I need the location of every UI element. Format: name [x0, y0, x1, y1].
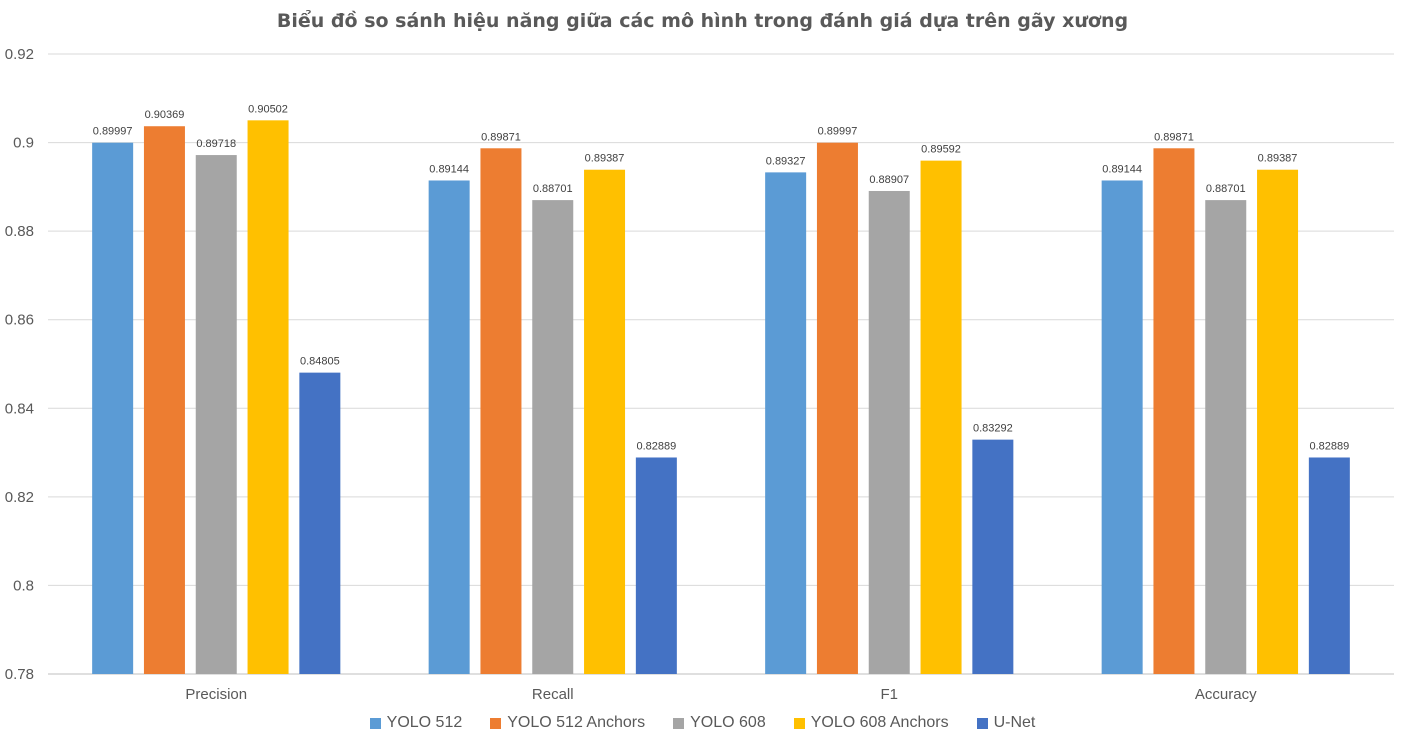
data-label: 0.88701: [533, 183, 573, 195]
legend-swatch: [369, 717, 381, 729]
data-label: 0.89871: [481, 131, 521, 143]
data-label: 0.89387: [585, 153, 625, 165]
bar: [428, 180, 470, 675]
y-tick-label: 0.9: [13, 135, 34, 152]
data-label: 0.88701: [1206, 183, 1246, 195]
data-label: 0.89592: [921, 144, 961, 156]
x-axis-ticks: Precision Recall F1 Accuracy: [185, 686, 1257, 703]
data-label: 0.89327: [766, 155, 806, 167]
legend-item: YOLO 512 Anchors: [490, 714, 645, 732]
data-label: 0.89871: [1154, 131, 1194, 143]
x-tick-label: Accuracy: [1195, 686, 1257, 703]
bar: [868, 190, 910, 674]
legend-item: U-Net: [976, 714, 1036, 732]
bar: [532, 200, 574, 674]
data-label: 0.83292: [973, 423, 1013, 435]
data-label: 0.84805: [300, 356, 340, 368]
data-label: 0.89144: [1102, 163, 1142, 175]
bar: [143, 126, 185, 675]
legend-item: YOLO 608 Anchors: [793, 714, 949, 732]
data-label: 0.90502: [248, 103, 288, 115]
x-tick-label: F1: [880, 686, 898, 703]
data-label: 0.82889: [636, 440, 676, 452]
data-label: 0.89387: [1258, 153, 1298, 165]
bar: [195, 155, 237, 674]
legend-swatch: [976, 717, 988, 729]
data-label: 0.82889: [1309, 440, 1349, 452]
data-labels: 0.89997 0.90369 0.89718 0.90502 0.84805 0.891…: [93, 103, 1349, 452]
bar: [1101, 180, 1143, 675]
data-label: 0.89718: [196, 138, 236, 150]
data-label: 0.90369: [145, 109, 185, 121]
bar: [480, 148, 522, 674]
bar: [765, 172, 807, 674]
bar: [92, 142, 134, 674]
bar: [1205, 200, 1247, 674]
data-label: 0.88907: [869, 174, 909, 186]
legend-label: YOLO 608 Anchors: [810, 714, 949, 731]
bar: [299, 372, 341, 674]
legend-swatch: [490, 717, 502, 729]
legend-label: YOLO 512 Anchors: [507, 714, 646, 731]
bar: [972, 439, 1014, 674]
data-label: 0.89997: [818, 126, 858, 138]
y-axis-ticks: 0.78 0.8 0.82 0.84 0.86 0.88 0.9 0.92: [5, 46, 34, 683]
legend-label: YOLO 512: [386, 714, 463, 731]
y-tick-label: 0.82: [5, 489, 34, 506]
data-label: 0.89144: [429, 163, 469, 175]
bar: [635, 457, 677, 674]
legend-swatch: [673, 717, 685, 729]
bar: [584, 169, 626, 674]
legend-swatch: [793, 717, 805, 729]
bar: [1153, 148, 1195, 674]
y-tick-label: 0.8: [13, 577, 34, 594]
legend-label: YOLO 608: [690, 714, 766, 731]
bar: [816, 142, 858, 674]
bar: [920, 160, 962, 674]
x-tick-label: Precision: [185, 686, 247, 703]
legend-item: YOLO 512: [369, 714, 463, 732]
bar: [1308, 457, 1350, 674]
y-tick-label: 0.88: [5, 223, 34, 240]
y-tick-label: 0.92: [5, 46, 34, 63]
chart-title: Biểu đồ so sánh hiệu năng giữa các mô hì…: [276, 10, 1129, 32]
legend-label: U-Net: [993, 714, 1036, 731]
legend-item: YOLO 608: [673, 714, 766, 732]
legend: YOLO 512 YOLO 512 Anchors YOLO 608 YOLO 608…: [0, 714, 1405, 732]
plot-area: 0.780.80.820.840.860.880.90.92 0.899970.…: [5, 46, 1394, 703]
x-tick-label: Recall: [532, 686, 574, 703]
data-label: 0.89997: [93, 126, 133, 138]
y-tick-label: 0.84: [5, 400, 34, 417]
bars: [92, 120, 1350, 675]
bar: [247, 120, 289, 675]
y-tick-label: 0.78: [5, 666, 34, 683]
bar: [1257, 169, 1299, 674]
y-tick-label: 0.86: [5, 312, 34, 329]
